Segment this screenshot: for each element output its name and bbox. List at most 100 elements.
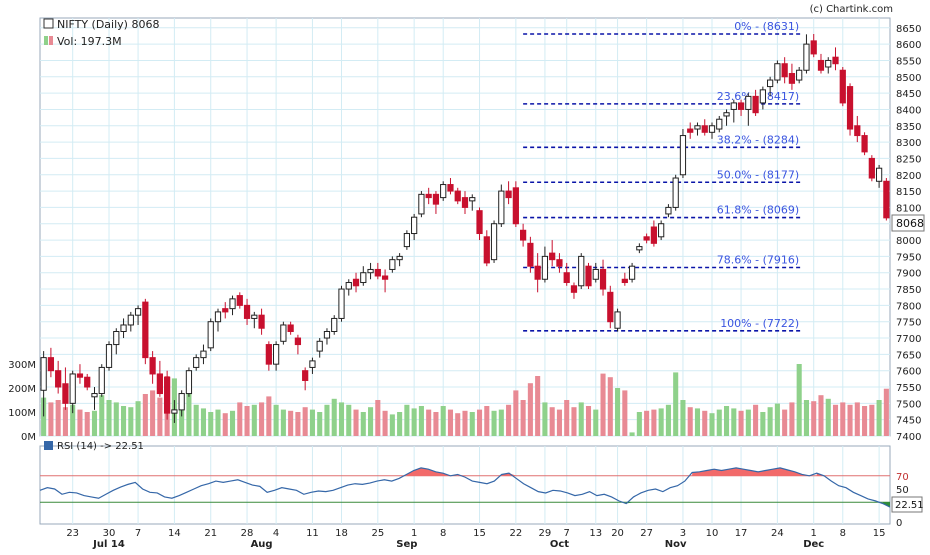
candle-body-up xyxy=(323,331,331,339)
volume-bar xyxy=(200,408,207,436)
day-tick-label: 21 xyxy=(204,528,217,539)
volume-bar xyxy=(418,406,424,436)
rsi-tick-label: 70 xyxy=(896,472,909,483)
candle-body-up xyxy=(200,350,207,359)
volume-tick-label: 200M xyxy=(8,384,36,395)
candle-body-down xyxy=(236,295,243,306)
candle-body-down xyxy=(570,285,578,293)
candle-body-down xyxy=(650,226,658,244)
volume-bar xyxy=(317,412,323,436)
price-tick-label: 8250 xyxy=(896,154,921,165)
day-tick-label: 7 xyxy=(564,528,570,539)
volume-bar xyxy=(48,402,54,436)
candle-body-up xyxy=(105,344,113,368)
candle-body-up xyxy=(214,311,222,323)
volume-bar xyxy=(70,404,76,436)
volume-bar xyxy=(193,404,199,436)
volume-bar xyxy=(527,383,533,436)
candle-body-down xyxy=(76,373,84,378)
candle-body-up xyxy=(338,288,345,319)
candle-body-down xyxy=(294,337,302,346)
volume-bar xyxy=(77,409,83,436)
volume-bar xyxy=(295,412,301,436)
day-tick-label: 27 xyxy=(640,528,653,539)
volume-bar xyxy=(469,412,475,436)
fib-level-label: 0% - (8631) xyxy=(734,20,799,33)
candle-body-down xyxy=(447,184,454,192)
candle-body-down xyxy=(287,324,294,332)
volume-bar xyxy=(680,400,686,436)
day-tick-label: 18 xyxy=(335,528,348,539)
candle-body-up xyxy=(280,324,287,342)
rsi-panel-frame xyxy=(39,445,891,525)
volume-bar xyxy=(288,410,294,436)
volume-bar xyxy=(353,409,359,436)
volume-bar xyxy=(767,407,773,436)
month-tick-label: Dec xyxy=(803,539,824,550)
volume-bar xyxy=(665,404,671,436)
rsi-value-tag: 22.51 xyxy=(895,500,924,511)
volume-bar xyxy=(455,413,461,436)
volume-bar xyxy=(237,402,243,436)
volume-bar xyxy=(542,402,548,436)
candle-body-down xyxy=(549,252,556,261)
volume-tick-label: 0M xyxy=(21,432,36,443)
volume-bar xyxy=(738,410,744,436)
volume-bar xyxy=(789,402,795,436)
day-tick-label: 1 xyxy=(811,528,817,539)
candle-body-up xyxy=(316,340,323,352)
candle-body-down xyxy=(374,268,381,277)
price-tick-label: 7900 xyxy=(896,269,921,280)
volume-bar xyxy=(782,409,788,436)
volume-bar xyxy=(62,407,68,436)
volume-bar xyxy=(498,409,504,436)
candle-body-up xyxy=(592,268,599,280)
day-tick-label: 25 xyxy=(371,528,384,539)
candle-body-down xyxy=(425,193,432,199)
fib-level-label: 50.0% - (8177) xyxy=(717,168,799,181)
candle-body-up xyxy=(796,69,803,81)
candle-body-up xyxy=(723,112,730,117)
volume-bar xyxy=(55,400,61,436)
candle-body-down xyxy=(861,135,868,153)
volume-bar xyxy=(215,409,221,436)
candle-body-down xyxy=(62,383,69,404)
price-tick-label: 7400 xyxy=(896,432,921,443)
volume-bar xyxy=(753,404,759,436)
candle-body-down xyxy=(381,275,389,280)
candle-body-up xyxy=(614,311,621,329)
last-price-tag-bg xyxy=(891,214,925,232)
candle-body-down xyxy=(839,69,846,104)
volume-bar xyxy=(121,406,127,436)
volume-bar xyxy=(426,409,432,436)
volume-bar xyxy=(506,404,512,436)
candle-body-down xyxy=(164,376,171,414)
day-tick-label: 4 xyxy=(273,528,279,539)
candle-body-down xyxy=(781,63,788,78)
volume-bar xyxy=(760,412,766,436)
rsi-label: RSI (14) -> 22.51 xyxy=(57,441,144,452)
candle-body-up xyxy=(628,265,636,280)
candle-body-down xyxy=(156,373,163,395)
volume-bar xyxy=(876,400,882,436)
candle-body-up xyxy=(113,331,120,346)
candle-body-up xyxy=(875,167,883,182)
candle-body-up xyxy=(578,255,585,287)
month-tick-label: Jul 14 xyxy=(92,539,125,550)
candle-body-down xyxy=(556,259,563,267)
volume-bar xyxy=(389,414,395,436)
candle-body-down xyxy=(243,304,251,319)
price-tick-label: 7650 xyxy=(896,350,921,361)
candle-body-down xyxy=(142,301,149,359)
candle-body-down xyxy=(752,95,759,114)
volume-bar xyxy=(309,409,315,436)
volume-bar xyxy=(135,401,141,436)
day-tick-label: 24 xyxy=(771,528,784,539)
volume-bar xyxy=(447,409,454,436)
price-tick-label: 8550 xyxy=(896,56,921,67)
volume-bar xyxy=(513,390,519,436)
volume-bar xyxy=(723,406,730,436)
volume-bar xyxy=(673,372,679,436)
ticker-label: NIFTY (Daily) 8068 xyxy=(57,18,159,31)
